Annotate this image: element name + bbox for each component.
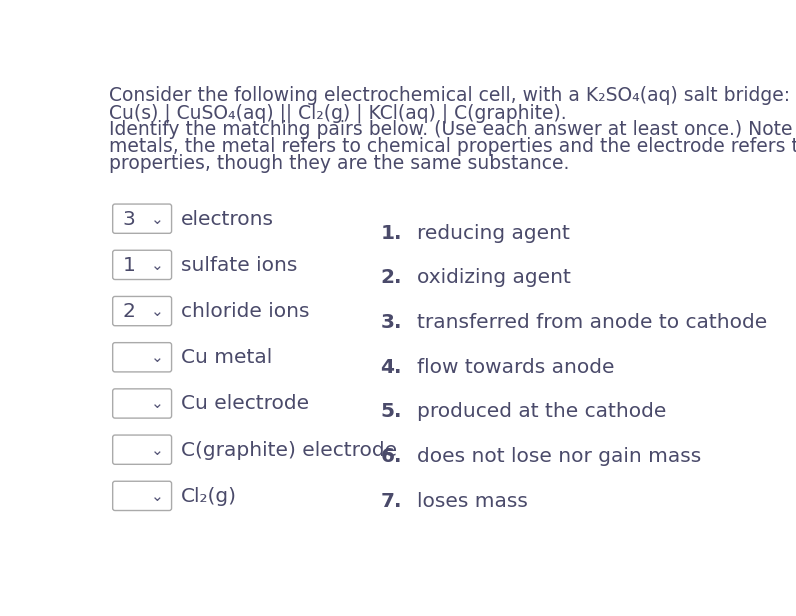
Text: Consider the following electrochemical cell, with a K₂SO₄(aq) salt bridge:: Consider the following electrochemical c… bbox=[109, 86, 790, 105]
Text: metals, the metal refers to chemical properties and the electrode refers to phys: metals, the metal refers to chemical pro… bbox=[109, 137, 796, 156]
FancyBboxPatch shape bbox=[113, 342, 172, 372]
Text: ⌄: ⌄ bbox=[150, 211, 163, 227]
Text: 2.: 2. bbox=[380, 269, 402, 288]
Text: Cu metal: Cu metal bbox=[181, 348, 272, 367]
Text: produced at the cathode: produced at the cathode bbox=[417, 402, 666, 421]
Text: 6.: 6. bbox=[380, 447, 402, 466]
Text: sulfate ions: sulfate ions bbox=[181, 256, 297, 275]
Text: C(graphite) electrode: C(graphite) electrode bbox=[181, 440, 397, 460]
Text: ⌄: ⌄ bbox=[150, 257, 163, 273]
Text: loses mass: loses mass bbox=[417, 492, 528, 511]
FancyBboxPatch shape bbox=[113, 296, 172, 326]
FancyBboxPatch shape bbox=[113, 389, 172, 418]
Text: 5.: 5. bbox=[380, 402, 402, 421]
Text: oxidizing agent: oxidizing agent bbox=[417, 269, 571, 288]
Text: reducing agent: reducing agent bbox=[417, 224, 570, 243]
Text: Cu(s) | CuSO₄(aq) || Cl₂(g) | KCl(aq) | C(graphite).: Cu(s) | CuSO₄(aq) || Cl₂(g) | KCl(aq) | … bbox=[109, 103, 567, 123]
FancyBboxPatch shape bbox=[113, 481, 172, 511]
Text: flow towards anode: flow towards anode bbox=[417, 358, 615, 377]
Text: 1: 1 bbox=[123, 256, 135, 275]
Text: properties, though they are the same substance.: properties, though they are the same sub… bbox=[109, 154, 569, 173]
Text: ⌄: ⌄ bbox=[150, 442, 163, 458]
Text: 4.: 4. bbox=[380, 358, 402, 377]
FancyBboxPatch shape bbox=[113, 250, 172, 280]
Text: ⌄: ⌄ bbox=[150, 488, 163, 504]
Text: Cu electrode: Cu electrode bbox=[181, 394, 309, 413]
FancyBboxPatch shape bbox=[113, 204, 172, 233]
Text: ⌄: ⌄ bbox=[150, 304, 163, 319]
Text: 3.: 3. bbox=[380, 313, 402, 332]
Text: 1.: 1. bbox=[380, 224, 402, 243]
Text: electrons: electrons bbox=[181, 209, 274, 229]
Text: Cl₂(g): Cl₂(g) bbox=[181, 487, 237, 506]
Text: transferred from anode to cathode: transferred from anode to cathode bbox=[417, 313, 767, 332]
Text: ⌄: ⌄ bbox=[150, 350, 163, 365]
Text: 7.: 7. bbox=[380, 492, 402, 511]
Text: ⌄: ⌄ bbox=[150, 396, 163, 411]
Text: 3: 3 bbox=[123, 209, 135, 229]
Text: chloride ions: chloride ions bbox=[181, 302, 310, 321]
Text: 2: 2 bbox=[123, 302, 135, 321]
FancyBboxPatch shape bbox=[113, 435, 172, 464]
Text: does not lose nor gain mass: does not lose nor gain mass bbox=[417, 447, 701, 466]
Text: Identify the matching pairs below. (Use each answer at least once.) Note that fo: Identify the matching pairs below. (Use … bbox=[109, 120, 796, 139]
